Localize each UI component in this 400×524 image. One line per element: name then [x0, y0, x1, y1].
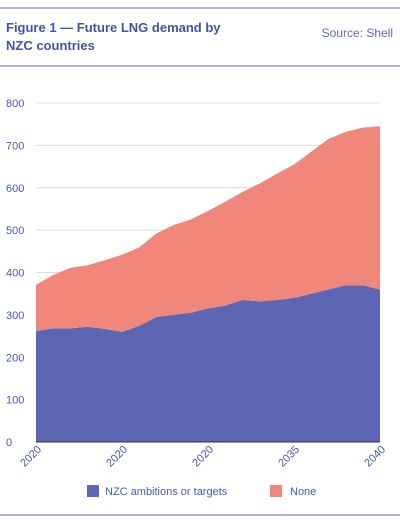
y-tick-label: 200 — [6, 352, 24, 364]
legend-swatch-none — [270, 485, 282, 497]
chart-source: Source: Shell — [322, 26, 393, 40]
x-axis-ticks: 2020 2020 2020 2035 2040 — [18, 444, 388, 470]
plot-areas — [36, 126, 380, 442]
legend-label-nzc: NZC ambitions or targets — [105, 486, 228, 498]
y-tick-label: 500 — [6, 225, 24, 237]
y-tick-label: 700 — [6, 140, 24, 152]
x-tick-label: 2035 — [276, 444, 302, 470]
chart-title-line2: NZC countries — [6, 38, 95, 53]
area-series-0 — [36, 285, 380, 442]
legend-label-none: None — [290, 486, 316, 498]
y-tick-label: 400 — [6, 268, 24, 280]
area-series-1 — [36, 126, 380, 332]
x-tick-label: 2020 — [18, 444, 44, 470]
x-tick-label: 2020 — [104, 444, 130, 470]
x-tick-label: 2040 — [362, 444, 388, 470]
legend-swatch-nzc — [87, 485, 99, 497]
y-tick-label: 100 — [6, 395, 24, 407]
y-tick-label: 300 — [6, 310, 24, 322]
legend: NZC ambitions or targets None — [87, 485, 316, 498]
y-tick-label: 0 — [6, 437, 12, 449]
y-axis-ticks: 0 100 200 300 400 500 600 700 800 — [6, 98, 24, 449]
chart-title-line1: Figure 1 — Future LNG demand by — [6, 20, 221, 35]
x-tick-label: 2020 — [190, 444, 216, 470]
y-tick-label: 800 — [6, 98, 24, 110]
y-tick-label: 600 — [6, 183, 24, 195]
